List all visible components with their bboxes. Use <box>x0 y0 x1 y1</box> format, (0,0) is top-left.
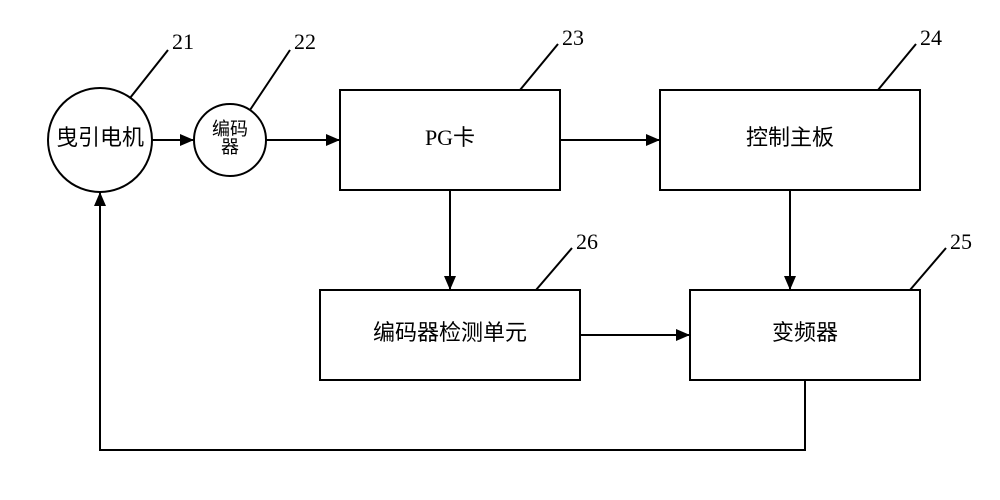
arrowhead-detect-to-vfd <box>676 329 690 341</box>
arrow-pg-to-detect <box>444 190 456 290</box>
arrowhead-pg-to-board <box>646 134 660 146</box>
node-detect-label: 编码器检测单元 <box>373 320 527 345</box>
arrowhead-encoder-to-pg <box>326 134 340 146</box>
arrowhead-pg-to-detect <box>444 276 456 290</box>
leader-detect <box>536 248 572 290</box>
node-vfd-label: 变频器 <box>772 320 838 345</box>
refnum-detect: 26 <box>576 229 598 254</box>
leader-encoder <box>250 50 290 110</box>
arrowhead-vfd-to-motor <box>94 192 106 206</box>
arrow-pg-to-board <box>560 134 660 146</box>
block-diagram: 曳引电机 21 编码器 22 PG卡 23 控制主板 24 编码器检测单元 26 变频器 25 <box>0 0 1000 500</box>
leader-vfd <box>910 248 946 290</box>
node-motor-label: 曳引电机 <box>56 125 144 150</box>
arrow-detect-to-vfd <box>580 329 690 341</box>
arrowhead-motor-to-encoder <box>180 134 194 146</box>
arrowhead-board-to-vfd <box>784 276 796 290</box>
node-board: 控制主板 24 <box>660 25 942 190</box>
leader-board <box>878 44 916 90</box>
refnum-vfd: 25 <box>950 229 972 254</box>
node-motor: 曳引电机 21 <box>48 29 194 192</box>
node-board-label: 控制主板 <box>746 125 834 150</box>
leader-pgcard <box>520 44 558 90</box>
node-encoder-label: 编码 <box>212 119 248 139</box>
refnum-board: 24 <box>920 25 942 50</box>
node-pgcard: PG卡 23 <box>340 25 584 190</box>
arrow-encoder-to-pg <box>266 134 340 146</box>
node-vfd: 变频器 25 <box>690 229 972 380</box>
node-encoder: 编码器 22 <box>194 29 316 176</box>
arrow-board-to-vfd <box>784 190 796 290</box>
node-encoder-label: 器 <box>221 137 239 157</box>
refnum-motor: 21 <box>172 29 194 54</box>
refnum-pgcard: 23 <box>562 25 584 50</box>
node-detect: 编码器检测单元 26 <box>320 229 598 380</box>
leader-motor <box>130 50 168 98</box>
node-pgcard-label: PG卡 <box>425 125 475 150</box>
arrow-motor-to-encoder <box>152 134 194 146</box>
refnum-encoder: 22 <box>294 29 316 54</box>
